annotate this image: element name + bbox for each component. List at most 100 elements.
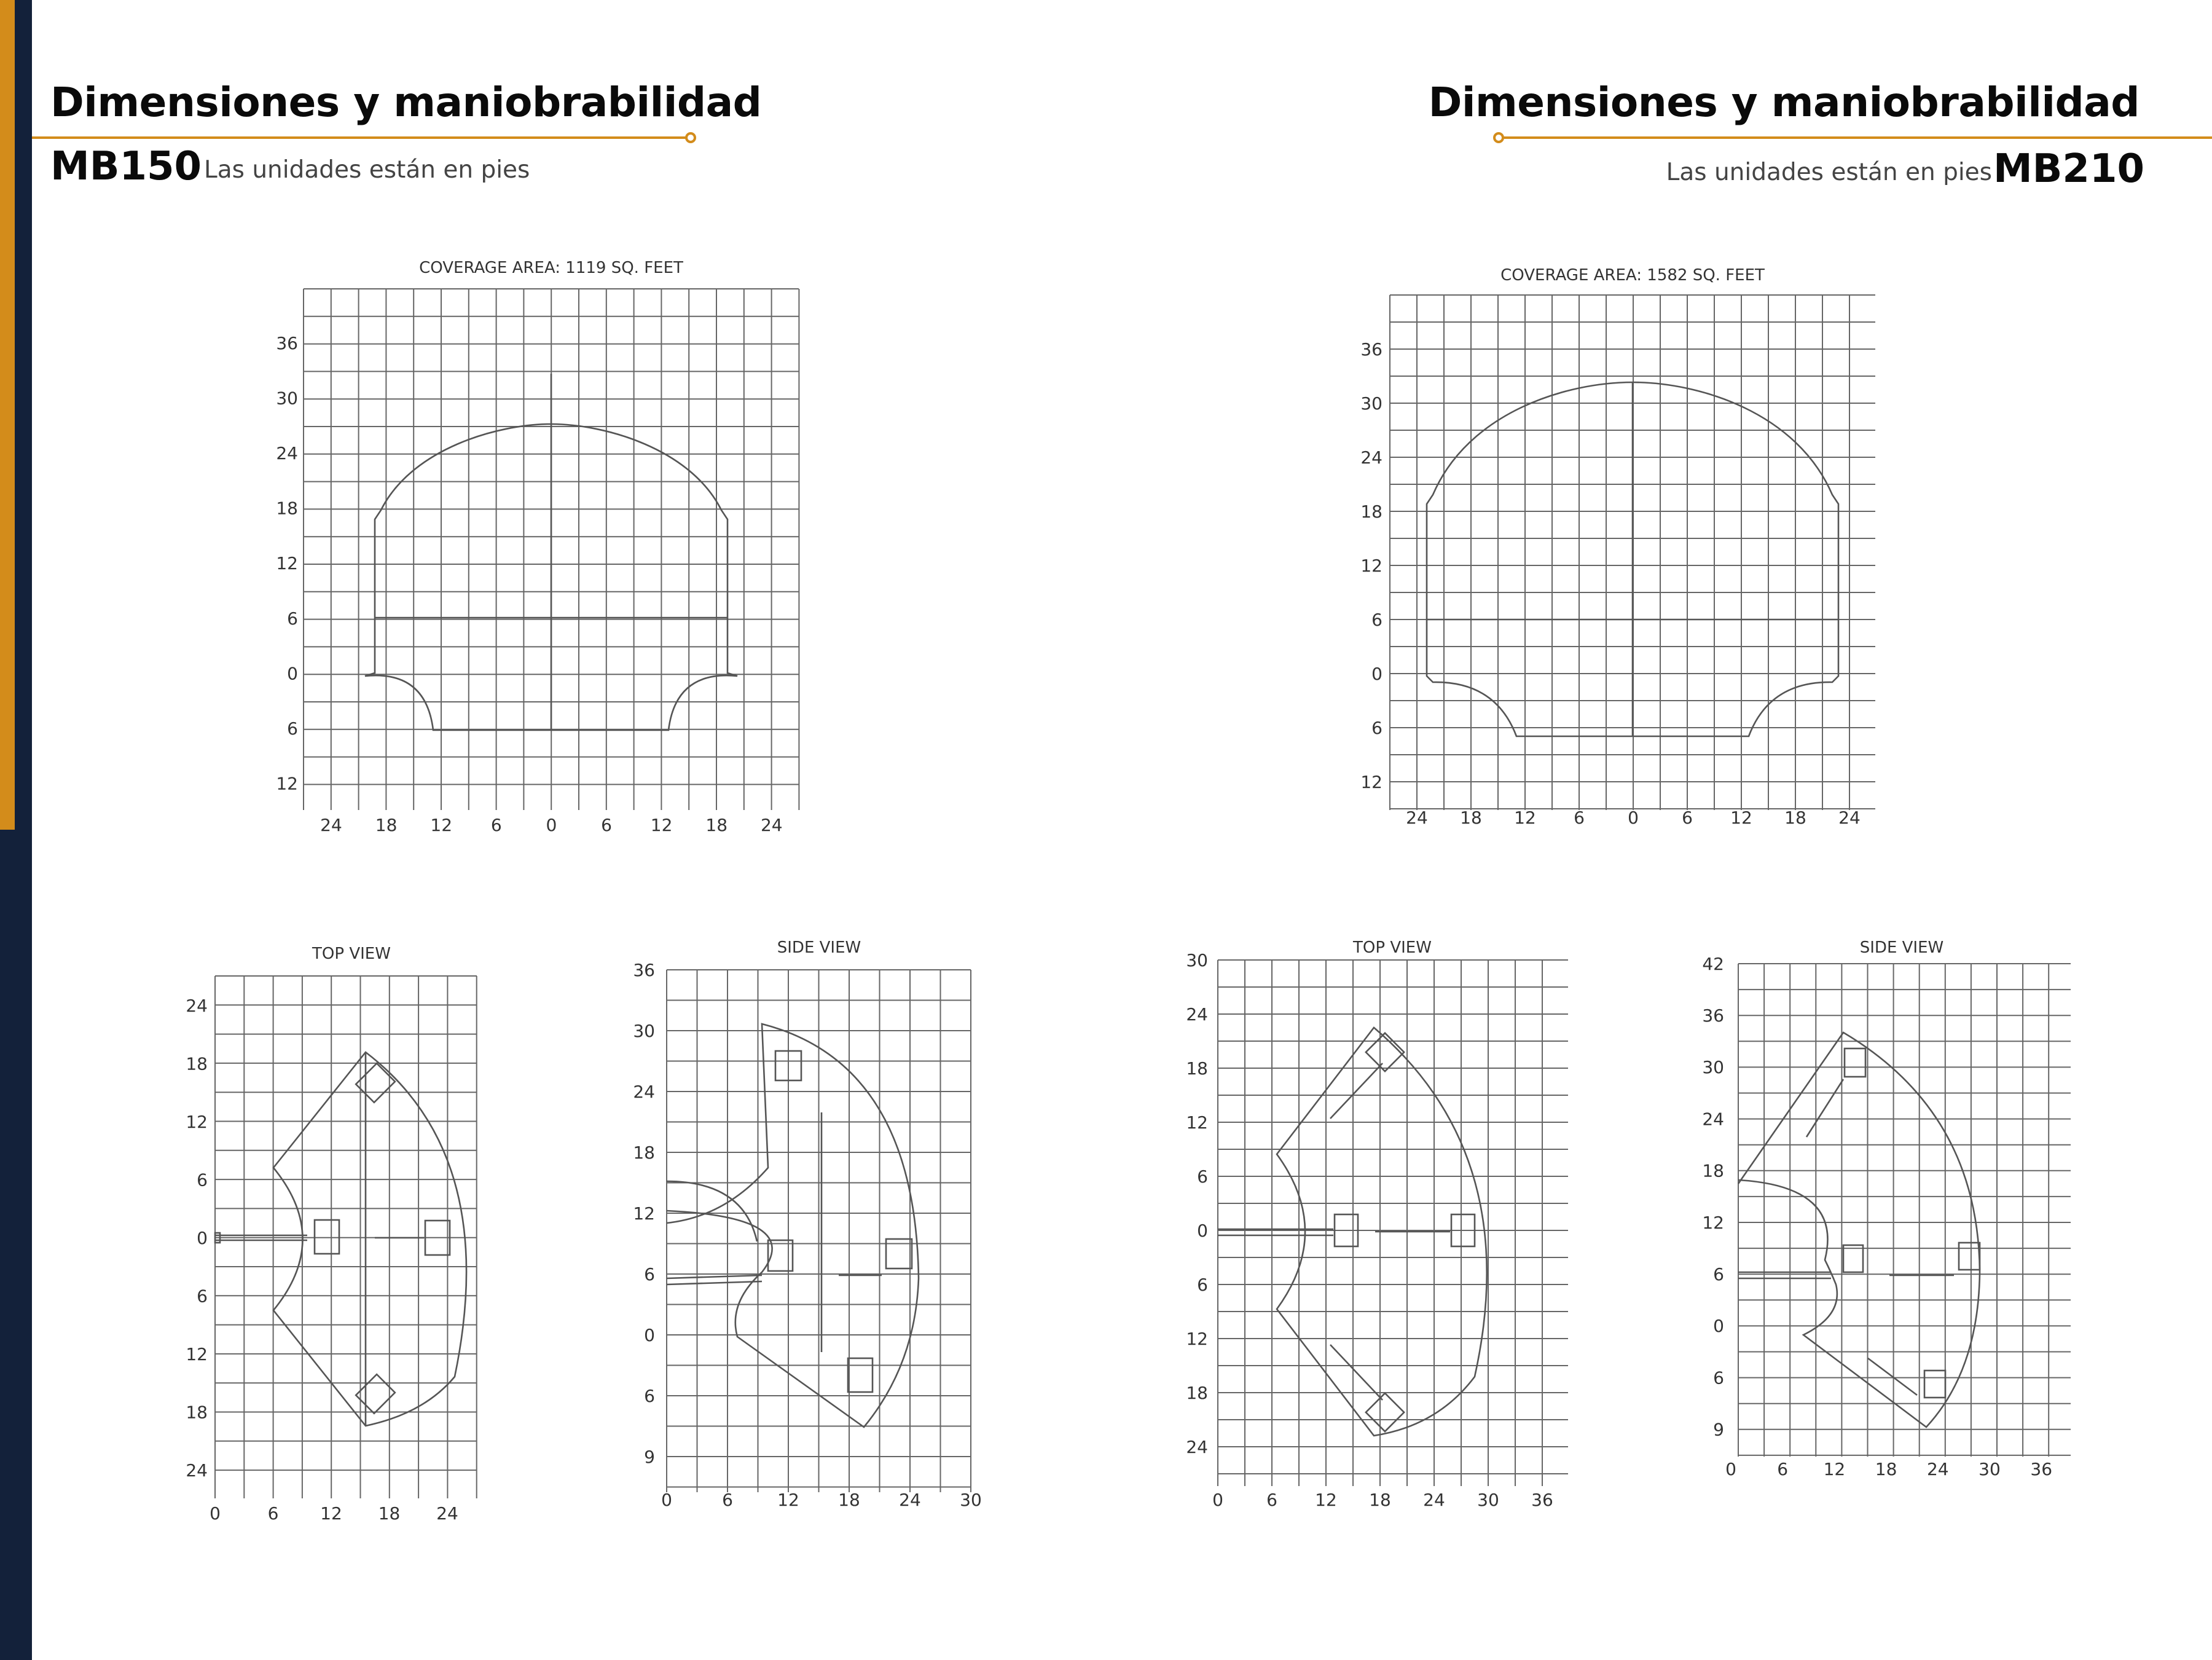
mb210-coverage-y-tick-label: 30 <box>1360 393 1382 414</box>
mb210-side-view-x-tick-label: 18 <box>1875 1459 1897 1479</box>
mb150-coverage-x-tick-label: 24 <box>320 815 342 835</box>
right-units-note: Las unidades están en pies <box>1666 159 1992 186</box>
mb150-top-view-x-tick-label: 0 <box>210 1503 221 1524</box>
mb150-top-view-x-tick-label: 24 <box>436 1503 458 1524</box>
mb210-top-view-diagram: TOP VIEW 30241812606121824 0 6 12 18 24 30 36 <box>1180 928 1610 1518</box>
mb150-side-view-y-tick-label: 30 <box>633 1021 655 1041</box>
mb150-side-view-y-tick-label: 9 <box>644 1447 655 1467</box>
mb150-top-view-y-tick-label: 18 <box>186 1053 208 1074</box>
mb150-top-view-y-tick-label: 24 <box>186 1460 208 1481</box>
mb210-side-view-y-tick-label: 6 <box>1713 1367 1724 1388</box>
mb210-top-view-x-tick-label: 24 <box>1423 1490 1445 1510</box>
mb150-coverage-y-tick-label: 6 <box>287 718 298 739</box>
mb150-side-view-y-tick-label: 12 <box>633 1203 655 1224</box>
mb150-side-view-y-tick-label: 6 <box>644 1386 655 1406</box>
mb210-coverage-y-tick-label: 12 <box>1360 556 1382 576</box>
mb150-top-view-y-tick-label: 12 <box>186 1112 208 1132</box>
mb150-top-view-y-tick-label: 18 <box>186 1402 208 1422</box>
gold-side-bar <box>0 0 15 830</box>
mb210-top-view-x-tick-label: 12 <box>1315 1490 1337 1510</box>
mb150-side-view-x-tick-label: 24 <box>899 1490 921 1510</box>
mb210-coverage-x-tick-label: 12 <box>1514 808 1536 828</box>
mb210-side-view-y-tick-label: 6 <box>1713 1264 1724 1284</box>
mb150-side-view-x-tick-label: 18 <box>838 1490 860 1510</box>
mb210-coverage-y-tick-label: 36 <box>1360 339 1382 360</box>
mb210-side-view-x-tick-label: 0 <box>1725 1459 1736 1479</box>
mb210-top-view-y-tick-label: 12 <box>1186 1329 1208 1349</box>
mb150-coverage-x-tick-label: 6 <box>601 815 612 835</box>
mb150-top-view-title: TOP VIEW <box>312 945 391 963</box>
mb210-side-view-y-tick-label: 42 <box>1702 954 1724 974</box>
mb210-coverage-x-tick-label: 18 <box>1460 808 1482 828</box>
mb210-top-view-x-tick-label: 36 <box>1531 1490 1553 1510</box>
right-title-underline <box>1488 132 2212 146</box>
mb210-coverage-y-tick-label: 18 <box>1360 502 1382 522</box>
mb150-coverage-x-tick-label: 0 <box>546 815 557 835</box>
mb210-top-view-y-tick-label: 12 <box>1186 1112 1208 1133</box>
mb150-coverage-y-tick-label: 6 <box>287 608 298 629</box>
mb210-side-view-x-tick-label: 30 <box>1979 1459 2001 1479</box>
mb210-coverage-x-tick-label: 0 <box>1628 808 1639 828</box>
mb150-top-view-y-tick-label: 24 <box>186 996 208 1016</box>
mb210-coverage-x-tick-label: 6 <box>1574 808 1585 828</box>
mb210-coverage-x-tick-label: 12 <box>1730 808 1752 828</box>
mb150-top-view-x-tick-label: 6 <box>268 1503 279 1524</box>
mb210-top-view-y-tick-label: 0 <box>1197 1221 1208 1241</box>
mb210-coverage-y-tick-label: 24 <box>1360 447 1382 468</box>
mb210-coverage-x-tick-label: 6 <box>1682 808 1693 828</box>
left-units-note: Las unidades están en pies <box>204 156 530 184</box>
mb150-side-view-x-tick-label: 0 <box>661 1490 672 1510</box>
mb150-coverage-x-tick-label: 18 <box>375 815 398 835</box>
mb150-coverage-y-tick-label: 24 <box>276 443 298 463</box>
mb150-coverage-title: COVERAGE AREA: 1119 SQ. FEET <box>419 259 683 277</box>
right-model-name: MB210 <box>1993 146 2144 192</box>
mb210-side-view-x-tick-label: 36 <box>2030 1459 2052 1479</box>
mb150-side-view-y-tick-label: 0 <box>644 1325 655 1345</box>
mb150-side-view-y-tick-label: 6 <box>644 1264 655 1284</box>
mb210-coverage-x-tick-label: 24 <box>1838 808 1861 828</box>
mb210-top-view-x-tick-label: 30 <box>1477 1490 1499 1510</box>
mb210-top-view-x-tick-label: 6 <box>1266 1490 1277 1510</box>
mb150-side-view-y-tick-label: 24 <box>633 1082 655 1102</box>
mb150-side-view-x-tick-label: 12 <box>777 1490 799 1510</box>
mb150-coverage-x-tick-label: 12 <box>651 815 673 835</box>
mb150-coverage-y-tick-label: 12 <box>276 553 298 573</box>
mb210-top-view-y-tick-label: 18 <box>1186 1058 1208 1079</box>
mb150-top-view-y-tick-label: 6 <box>197 1170 208 1190</box>
mb210-side-view-y-tick-label: 9 <box>1713 1420 1724 1440</box>
mb150-side-view-y-tick-label: 36 <box>633 960 655 980</box>
mb210-top-view-x-tick-label: 18 <box>1369 1490 1391 1510</box>
mb150-coverage-y-tick-label: 36 <box>276 333 298 353</box>
mb210-side-view-diagram: SIDE VIEW 42 36 30 24 18 12 6 0 6 9 0 6 12 18 24 30 36 <box>1684 928 2101 1512</box>
mb150-side-view-x-tick-label: 30 <box>960 1490 982 1510</box>
mb150-top-view-y-tick-label: 12 <box>186 1344 208 1364</box>
mb210-top-view-y-tick-label: 6 <box>1197 1275 1208 1295</box>
mb150-top-view-envelope <box>215 1052 466 1426</box>
mb150-coverage-x-tick-label: 18 <box>705 815 728 835</box>
mb150-top-view-grid <box>215 976 477 1498</box>
mb150-top-view-y-tick-label: 0 <box>197 1228 208 1248</box>
mb210-top-view-y-tick-label: 30 <box>1186 950 1208 970</box>
mb210-side-view-y-tick-label: 24 <box>1702 1109 1724 1129</box>
mb150-side-view-x-tick-label: 6 <box>722 1490 733 1510</box>
mb150-coverage-x-tick-label: 6 <box>491 815 502 835</box>
mb150-coverage-y-tick-label: 30 <box>276 388 298 408</box>
mb210-top-view-y-tick-label: 24 <box>1186 1437 1208 1457</box>
mb210-top-view-y-tick-label: 24 <box>1186 1004 1208 1025</box>
mb210-side-view-grid <box>1738 964 2071 1457</box>
mb210-side-view-envelope <box>1738 1033 1980 1427</box>
mb150-top-view-x-tick-label: 12 <box>320 1503 342 1524</box>
mb210-side-view-y-tick-label: 18 <box>1702 1161 1724 1181</box>
mb210-top-view-title: TOP VIEW <box>1352 938 1432 957</box>
mb210-coverage-outline <box>1427 382 1838 736</box>
mb210-coverage-diagram: COVERAGE AREA: 1582 SQ. FEET 36 30 24 18 12 6… <box>1333 252 1923 860</box>
mb210-top-view-y-tick-label: 6 <box>1197 1166 1208 1187</box>
mb210-coverage-y-tick-label: 12 <box>1360 772 1382 792</box>
mb150-coverage-x-tick-label: 12 <box>430 815 452 835</box>
mb210-side-view-x-tick-label: 6 <box>1777 1459 1788 1479</box>
mb150-top-view-y-tick-label: 6 <box>197 1286 208 1306</box>
mb210-coverage-y-tick-label: 6 <box>1371 610 1382 630</box>
mb210-top-view-grid <box>1218 960 1568 1486</box>
mb150-coverage-y-tick-label: 0 <box>287 663 298 683</box>
mb150-side-view-y-tick-label: 18 <box>633 1143 655 1163</box>
